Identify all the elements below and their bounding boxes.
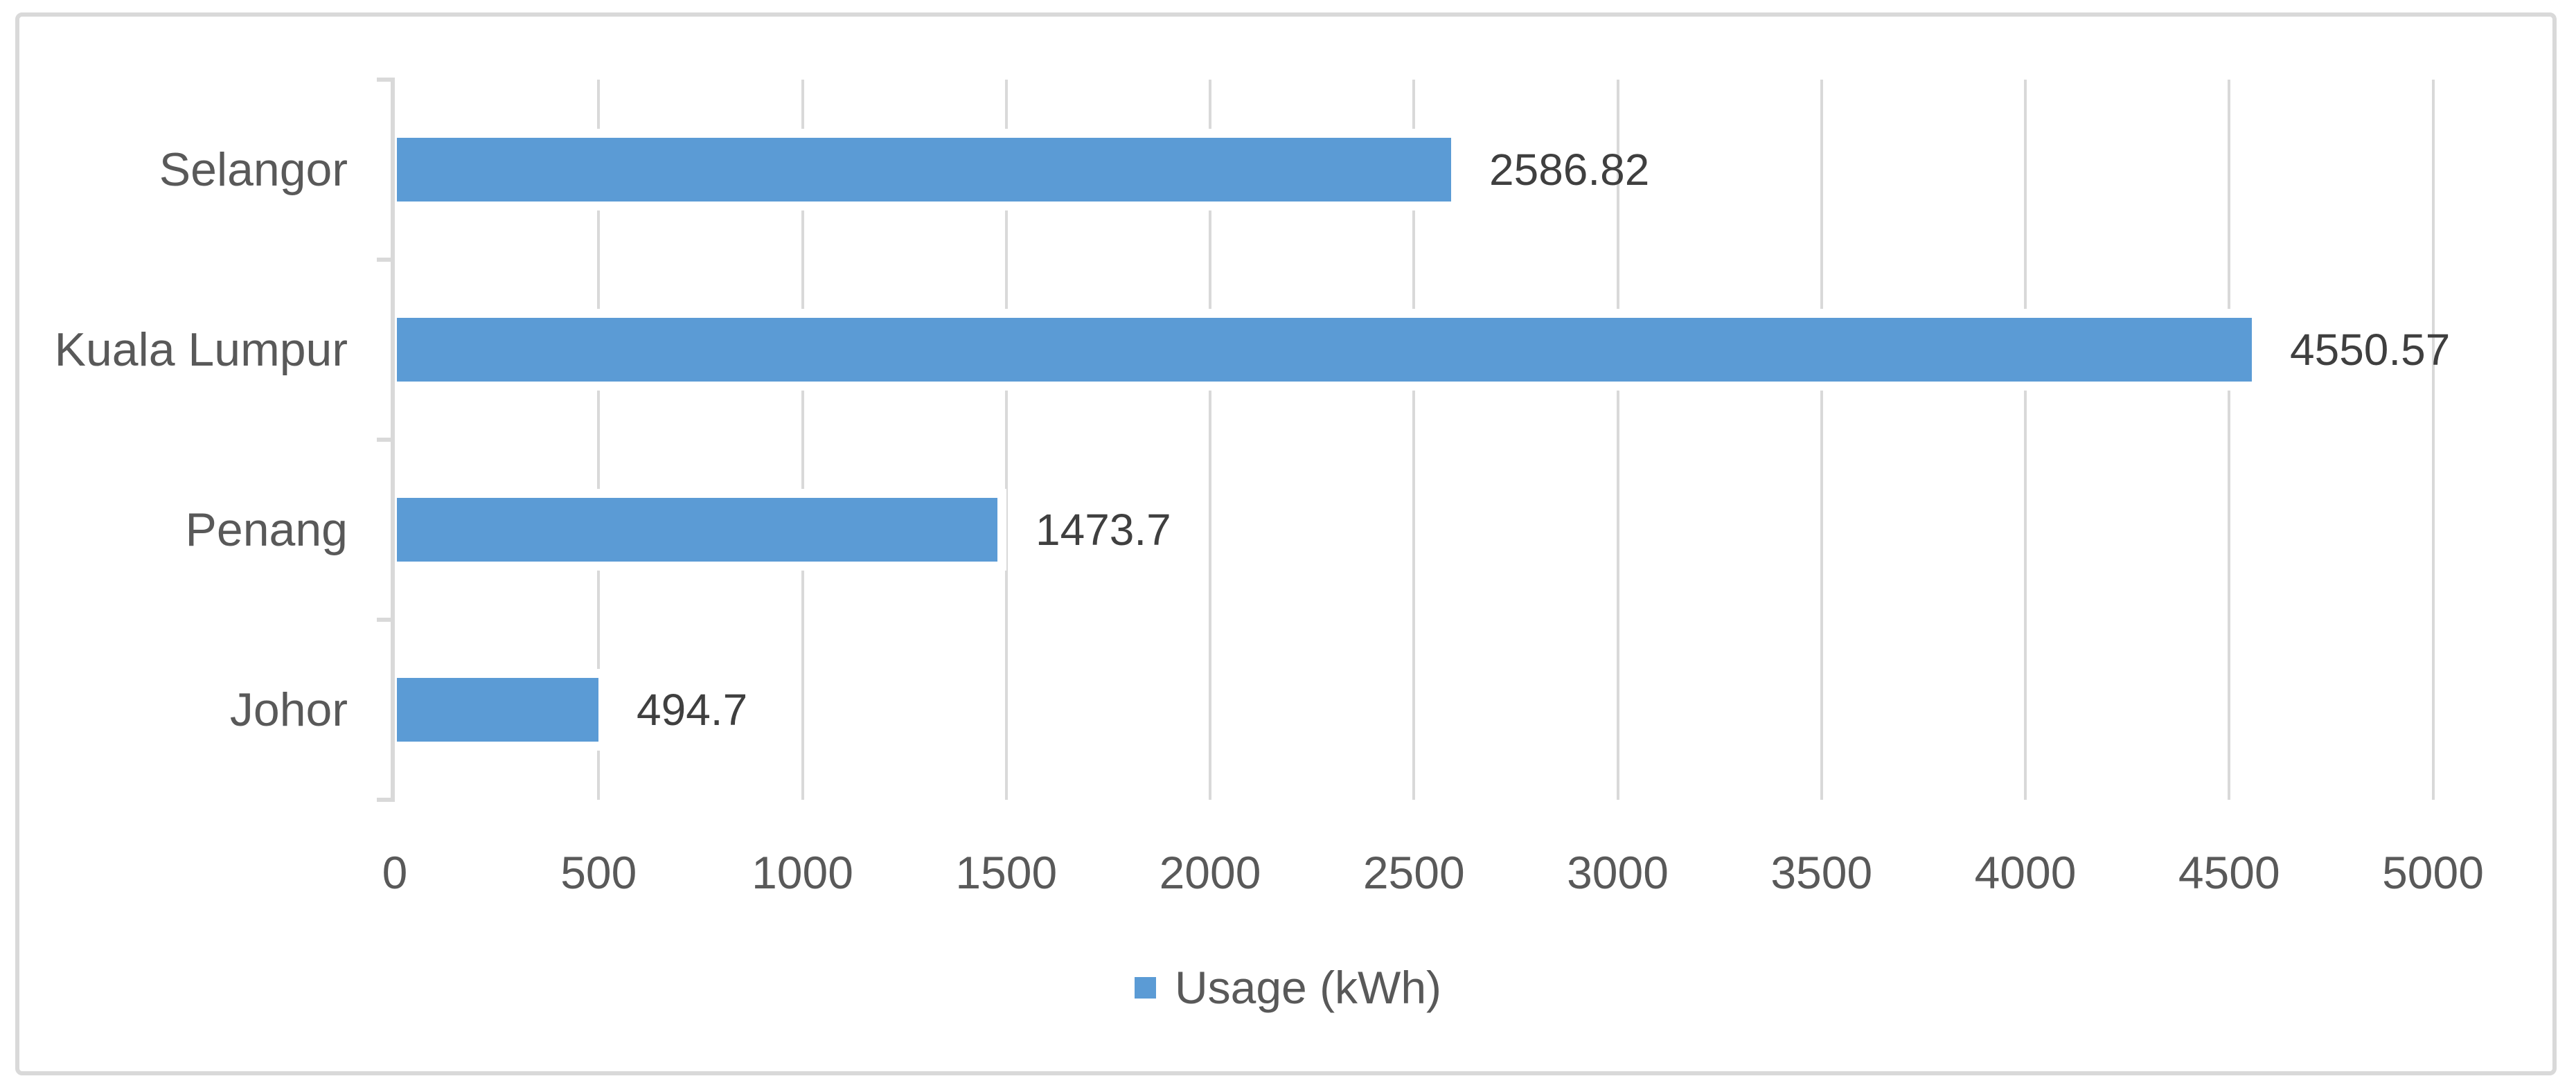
category-axis-tick (377, 618, 395, 622)
x-axis-label-4500: 4500 (2178, 847, 2280, 898)
bar-johor (397, 678, 598, 742)
data-label-kuala-lumpur: 4550.57 (2290, 325, 2451, 375)
value-gridline-3500 (1820, 80, 1823, 800)
x-axis-label-2500: 2500 (1362, 847, 1465, 898)
data-label-selangor: 2586.82 (1489, 145, 1650, 195)
category-axis-tick (377, 78, 395, 82)
value-gridline-3000 (1616, 80, 1619, 800)
bar-penang (397, 498, 997, 562)
bar-selangor (397, 138, 1451, 202)
value-gridline-1000 (801, 80, 804, 800)
category-label-johor: Johor (229, 683, 348, 736)
category-axis-tick (377, 798, 395, 802)
x-axis-label-0: 0 (382, 847, 408, 898)
value-gridline-4500 (2228, 80, 2231, 800)
value-gridline-5000 (2431, 80, 2435, 800)
legend-label-usage: Usage (kWh) (1174, 962, 1442, 1013)
x-axis-label-3500: 3500 (1770, 847, 1873, 898)
legend-marker-usage (1134, 976, 1156, 999)
bar-kuala-lumpur (397, 318, 2252, 382)
category-axis-tick (377, 438, 395, 442)
category-label-selangor: Selangor (159, 143, 348, 196)
value-gridline-2500 (1412, 80, 1416, 800)
value-gridline-500 (597, 80, 601, 800)
x-axis-label-500: 500 (560, 847, 637, 898)
legend: Usage (kWh) (0, 962, 2576, 1013)
value-gridline-2000 (1209, 80, 1211, 800)
category-label-kuala-lumpur: Kuala Lumpur (54, 323, 348, 376)
value-gridline-1500 (1004, 80, 1008, 800)
data-label-johor: 494.7 (637, 685, 748, 735)
data-label-penang: 1473.7 (1036, 505, 1171, 555)
x-axis-label-4000: 4000 (1974, 847, 2077, 898)
x-axis-label-2000: 2000 (1159, 847, 1261, 898)
category-label-penang: Penang (185, 503, 348, 556)
x-axis-label-5000: 5000 (2382, 847, 2484, 898)
value-gridline-4000 (2024, 80, 2027, 800)
x-axis-label-1500: 1500 (955, 847, 1058, 898)
category-axis-tick (377, 258, 395, 262)
x-axis-label-3000: 3000 (1567, 847, 1669, 898)
x-axis-label-1000: 1000 (752, 847, 853, 898)
chart-border (15, 12, 2557, 1075)
